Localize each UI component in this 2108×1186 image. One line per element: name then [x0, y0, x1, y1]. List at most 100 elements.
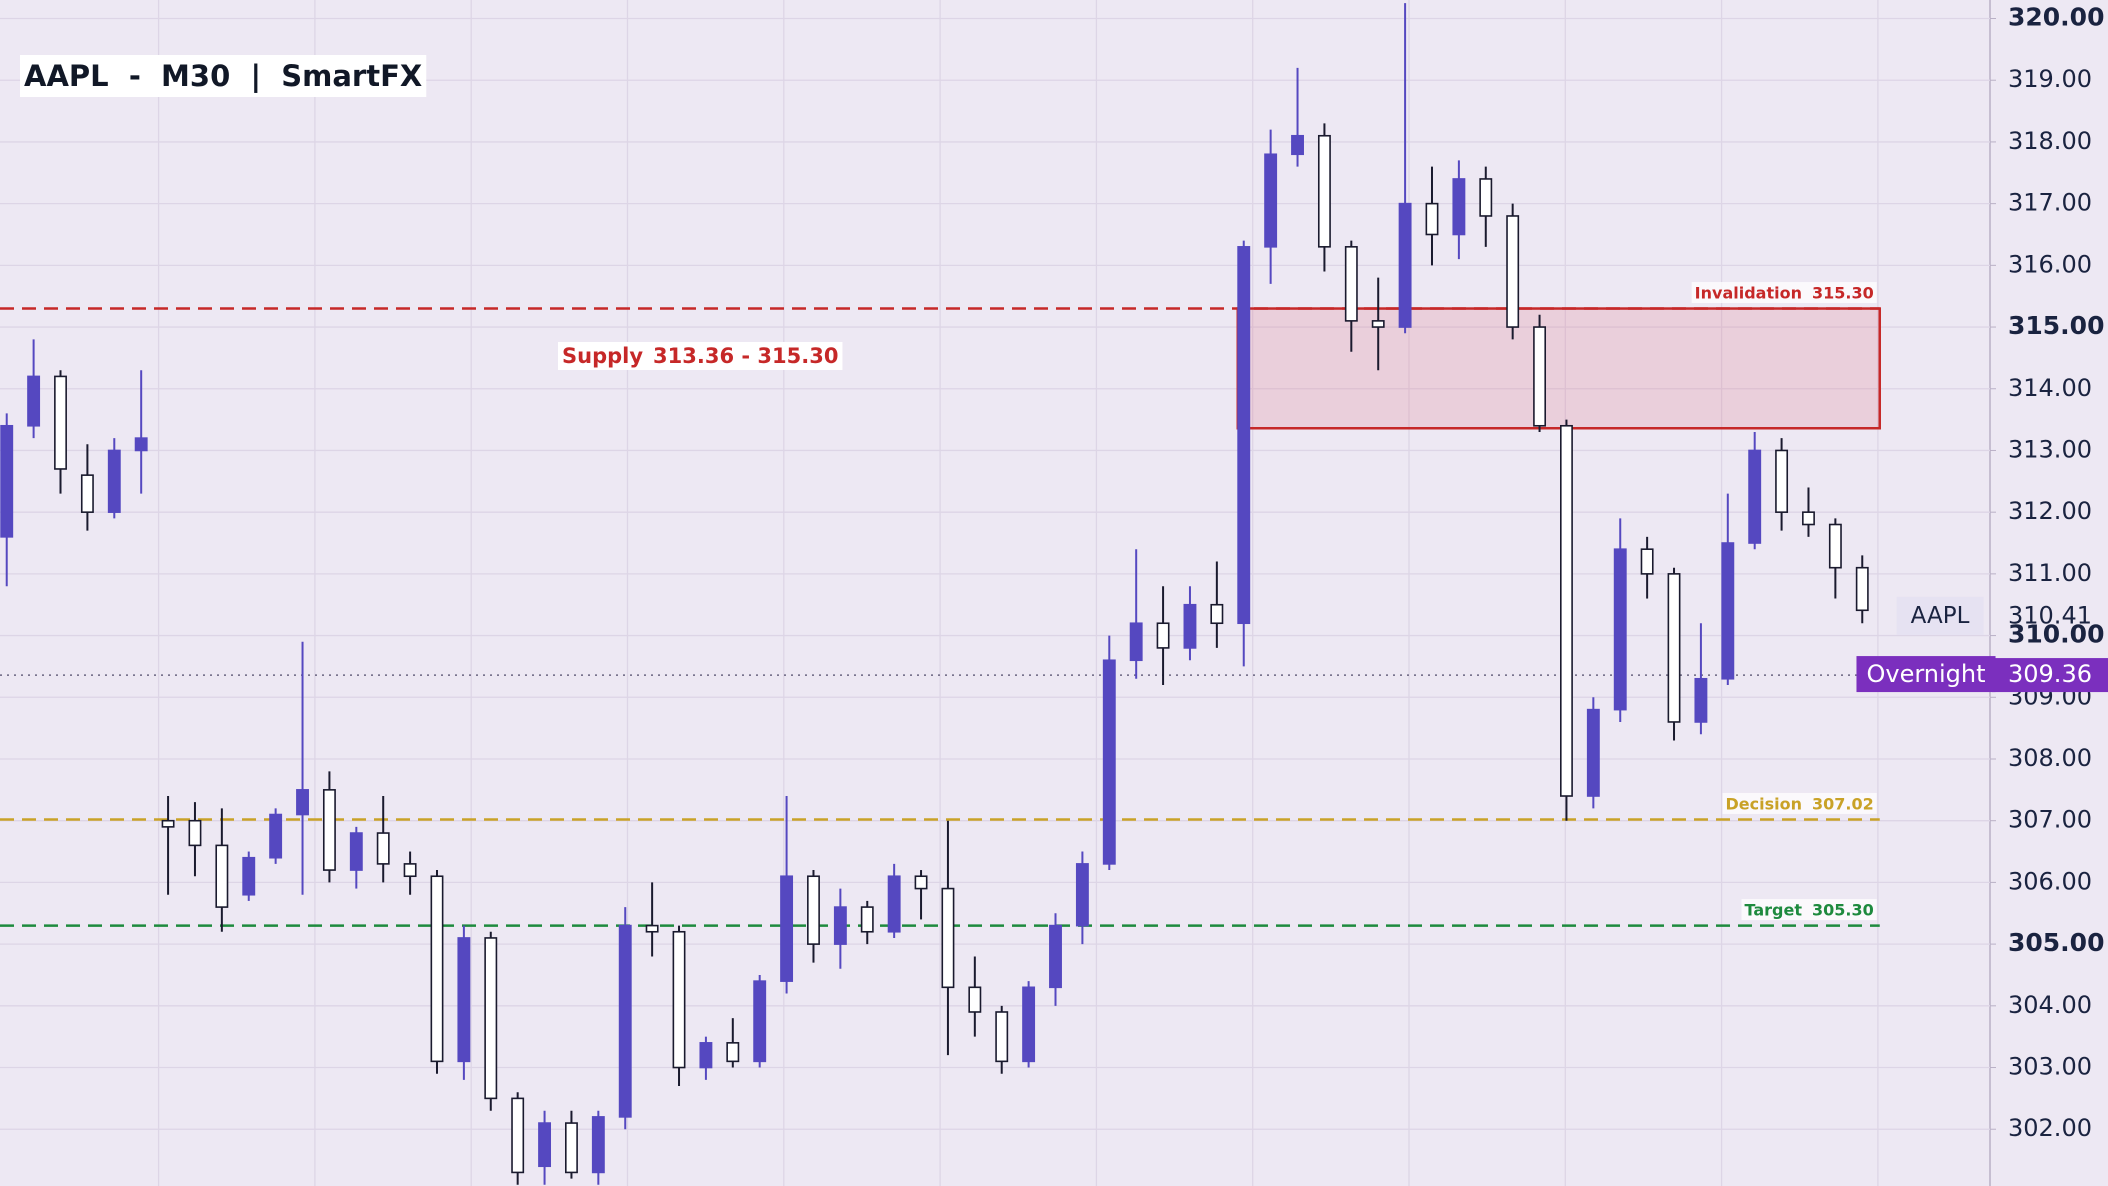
- candle-body: [645, 924, 659, 933]
- candle-body: [296, 789, 309, 816]
- candle-body: [215, 844, 229, 908]
- overnight-name: Overnight: [1866, 660, 1985, 688]
- candle-body: [1102, 659, 1116, 865]
- candle-body: [134, 437, 148, 452]
- y-tick-label: 305.00: [2008, 928, 2104, 957]
- candle-body: [1022, 986, 1036, 1063]
- supply-zone: [1236, 307, 1881, 430]
- candle-body: [269, 813, 283, 859]
- candle-body: [753, 980, 767, 1063]
- last-price-value: 310.41: [2008, 601, 2092, 629]
- candle-body: [672, 930, 686, 1069]
- candle-body: [484, 937, 498, 1100]
- supply-name: Supply: [562, 344, 643, 368]
- candle-body: [1317, 134, 1331, 248]
- y-tick-label: 312.00: [2008, 497, 2092, 525]
- candle-body: [1156, 622, 1170, 649]
- y-tick-label: 316.00: [2008, 250, 2092, 278]
- candle-body: [1344, 246, 1358, 322]
- level-name: Target: [1744, 900, 1802, 919]
- y-tick-label: 313.00: [2008, 435, 2092, 463]
- candle-body: [322, 789, 336, 871]
- y-tick-label: 319.00: [2008, 65, 2092, 93]
- candle-body: [1264, 153, 1278, 248]
- candle-body: [1533, 326, 1547, 427]
- y-tick-label: 310.00: [2008, 620, 2104, 649]
- candle-body: [1775, 449, 1789, 513]
- candle-body: [1398, 202, 1412, 328]
- candle-body: [80, 474, 94, 513]
- level-label-bg: [1741, 899, 1877, 921]
- candle-body: [1828, 523, 1842, 569]
- candle-body: [27, 375, 41, 427]
- candle-body: [1586, 708, 1600, 797]
- candle-body: [511, 1097, 525, 1174]
- candle-body: [1694, 677, 1708, 723]
- candle-body: [0, 424, 14, 538]
- level-value: 315.30: [1812, 283, 1874, 302]
- candle-body: [618, 924, 632, 1118]
- last-price-name: AAPL: [1911, 603, 1970, 629]
- y-tick-label: 315.00: [2008, 311, 2104, 340]
- level-value: 305.30: [1812, 900, 1874, 919]
- y-tick-label: 307.00: [2008, 806, 2092, 834]
- y-tick-label: 311.00: [2008, 559, 2092, 587]
- supply-range: 313.36 - 315.30: [653, 344, 838, 368]
- candle-body: [1748, 449, 1762, 544]
- y-tick-label: 303.00: [2008, 1053, 2092, 1081]
- candle-body: [1667, 573, 1681, 723]
- candle-body: [1506, 215, 1520, 328]
- y-tick-label: 318.00: [2008, 127, 2092, 155]
- candle-body: [995, 1011, 1009, 1063]
- candle-body: [726, 1042, 740, 1063]
- candle-body: [1291, 134, 1304, 156]
- candle-body: [538, 1122, 552, 1168]
- level-name: Decision: [1725, 794, 1802, 813]
- candle-body: [807, 875, 820, 945]
- candle-body: [1075, 863, 1089, 927]
- level-label: Target 305.30: [1744, 900, 1873, 919]
- candle-body: [1855, 566, 1869, 612]
- candle-body: [54, 375, 67, 470]
- candle-body: [430, 875, 444, 1063]
- level-value: 307.02: [1812, 794, 1874, 813]
- candle-body: [349, 832, 363, 871]
- candle-body: [1802, 511, 1815, 526]
- candle-body: [591, 1116, 605, 1174]
- y-tick-label: 302.00: [2008, 1114, 2092, 1142]
- supply-label: Supply 313.36 - 315.30: [562, 344, 838, 368]
- level-label-bg: [1691, 282, 1877, 304]
- candle-body: [887, 875, 901, 933]
- y-tick-label: 308.00: [2008, 744, 2092, 772]
- candle-body: [968, 986, 982, 1013]
- y-tick-label: 317.00: [2008, 189, 2092, 217]
- y-tick-label: 306.00: [2008, 867, 2092, 895]
- candle-body: [1210, 603, 1224, 625]
- candle-body: [403, 863, 417, 878]
- y-tick-label: 314.00: [2008, 374, 2092, 402]
- candle-body: [833, 906, 847, 945]
- supply-label-bg: [558, 342, 843, 370]
- level-label: Decision 307.02: [1725, 794, 1873, 813]
- candle-body: [188, 819, 202, 847]
- last-price-name-bg: [1896, 596, 1984, 635]
- candle-body: [1049, 924, 1062, 989]
- candle-body: [1425, 202, 1439, 236]
- candle-body: [1129, 622, 1143, 662]
- level-name: Invalidation: [1695, 283, 1802, 302]
- candle-body: [914, 875, 928, 890]
- candle-body: [161, 819, 175, 828]
- candle-body: [1560, 424, 1573, 797]
- overnight-value-bg: [1992, 658, 2108, 693]
- candle-body: [107, 449, 121, 513]
- overnight-name-bg: [1856, 656, 1996, 693]
- chart-title: AAPL - M30 | SmartFX: [24, 59, 422, 93]
- candle-body: [941, 887, 955, 989]
- level-label-bg: [1722, 792, 1877, 814]
- candle-body: [1183, 603, 1197, 649]
- overnight-value: 309.36: [2008, 660, 2092, 688]
- candle-body: [565, 1122, 578, 1174]
